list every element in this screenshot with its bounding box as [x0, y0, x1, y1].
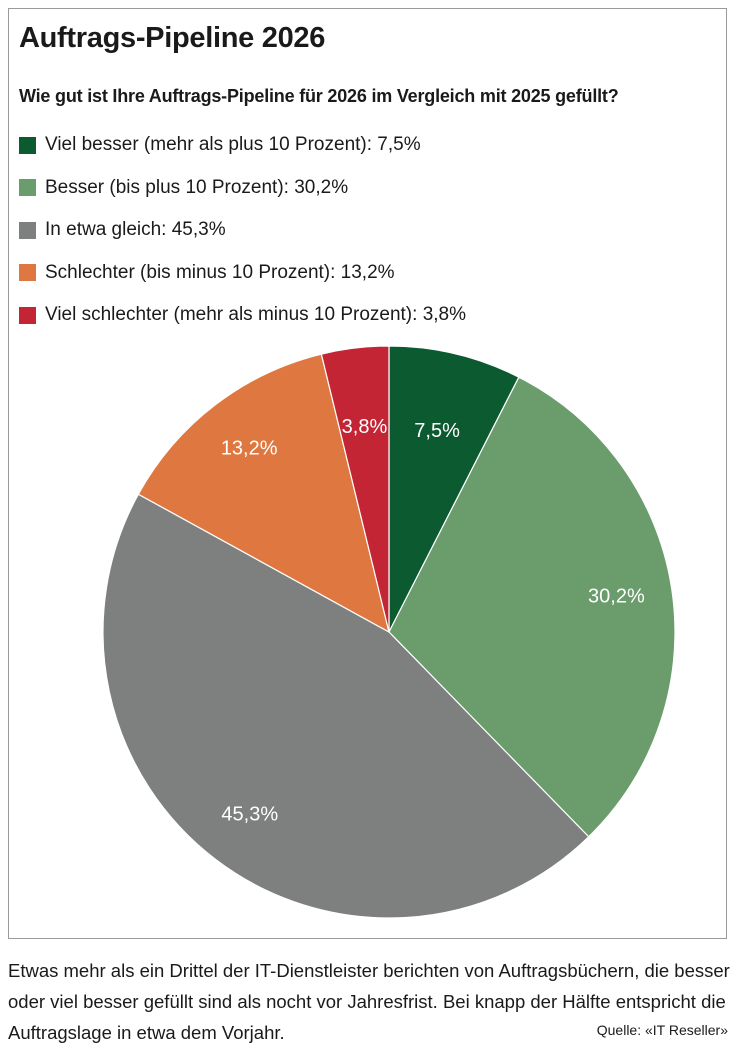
chart-frame [8, 8, 727, 939]
slice-data-label: 13,2% [221, 438, 278, 460]
legend-swatch [19, 221, 36, 239]
pie-slice [388, 376, 676, 838]
legend-item: In etwa gleich: 45,3% [19, 209, 466, 252]
pie-slice [137, 353, 390, 634]
legend-swatch [19, 264, 36, 282]
legend-label: Viel schlechter (mehr als minus 10 Proze… [45, 304, 466, 326]
legend-swatch [19, 306, 36, 324]
legend-swatch [19, 179, 36, 197]
pie-slice [102, 493, 590, 919]
chart-title: Auftrags-Pipeline 2026 [19, 22, 326, 54]
pie-slice [320, 345, 390, 633]
pie-slice [388, 345, 520, 633]
slice-data-label: 30,2% [588, 586, 645, 608]
legend-label: Schlechter (bis minus 10 Prozent): 13,2% [45, 261, 395, 283]
chart-subtitle: Wie gut ist Ihre Auftrags-Pipeline für 2… [19, 86, 619, 106]
legend-item: Viel schlechter (mehr als minus 10 Proze… [19, 294, 466, 337]
legend-label: Besser (bis plus 10 Prozent): 30,2% [45, 176, 349, 198]
source-note: Quelle: «IT Reseller» [596, 1022, 728, 1038]
legend-swatch [19, 136, 36, 154]
legend-item: Besser (bis plus 10 Prozent): 30,2% [19, 167, 466, 210]
pie-chart: 7,5% 30,2% 45,3% 13,2% 3,8% [102, 345, 676, 919]
legend-label: Viel besser (mehr als plus 10 Prozent): … [45, 134, 421, 156]
legend-item: Schlechter (bis minus 10 Prozent): 13,2% [19, 252, 466, 295]
chart-caption: Etwas mehr als ein Drittel der IT-Dienst… [8, 960, 730, 1043]
legend-item: Viel besser (mehr als plus 10 Prozent): … [19, 124, 466, 167]
slice-data-label: 7,5% [414, 420, 460, 442]
slice-data-label: 45,3% [221, 803, 278, 825]
slice-data-label: 3,8% [342, 416, 388, 438]
legend: Viel besser (mehr als plus 10 Prozent): … [19, 124, 466, 337]
legend-label: In etwa gleich: 45,3% [45, 219, 226, 241]
